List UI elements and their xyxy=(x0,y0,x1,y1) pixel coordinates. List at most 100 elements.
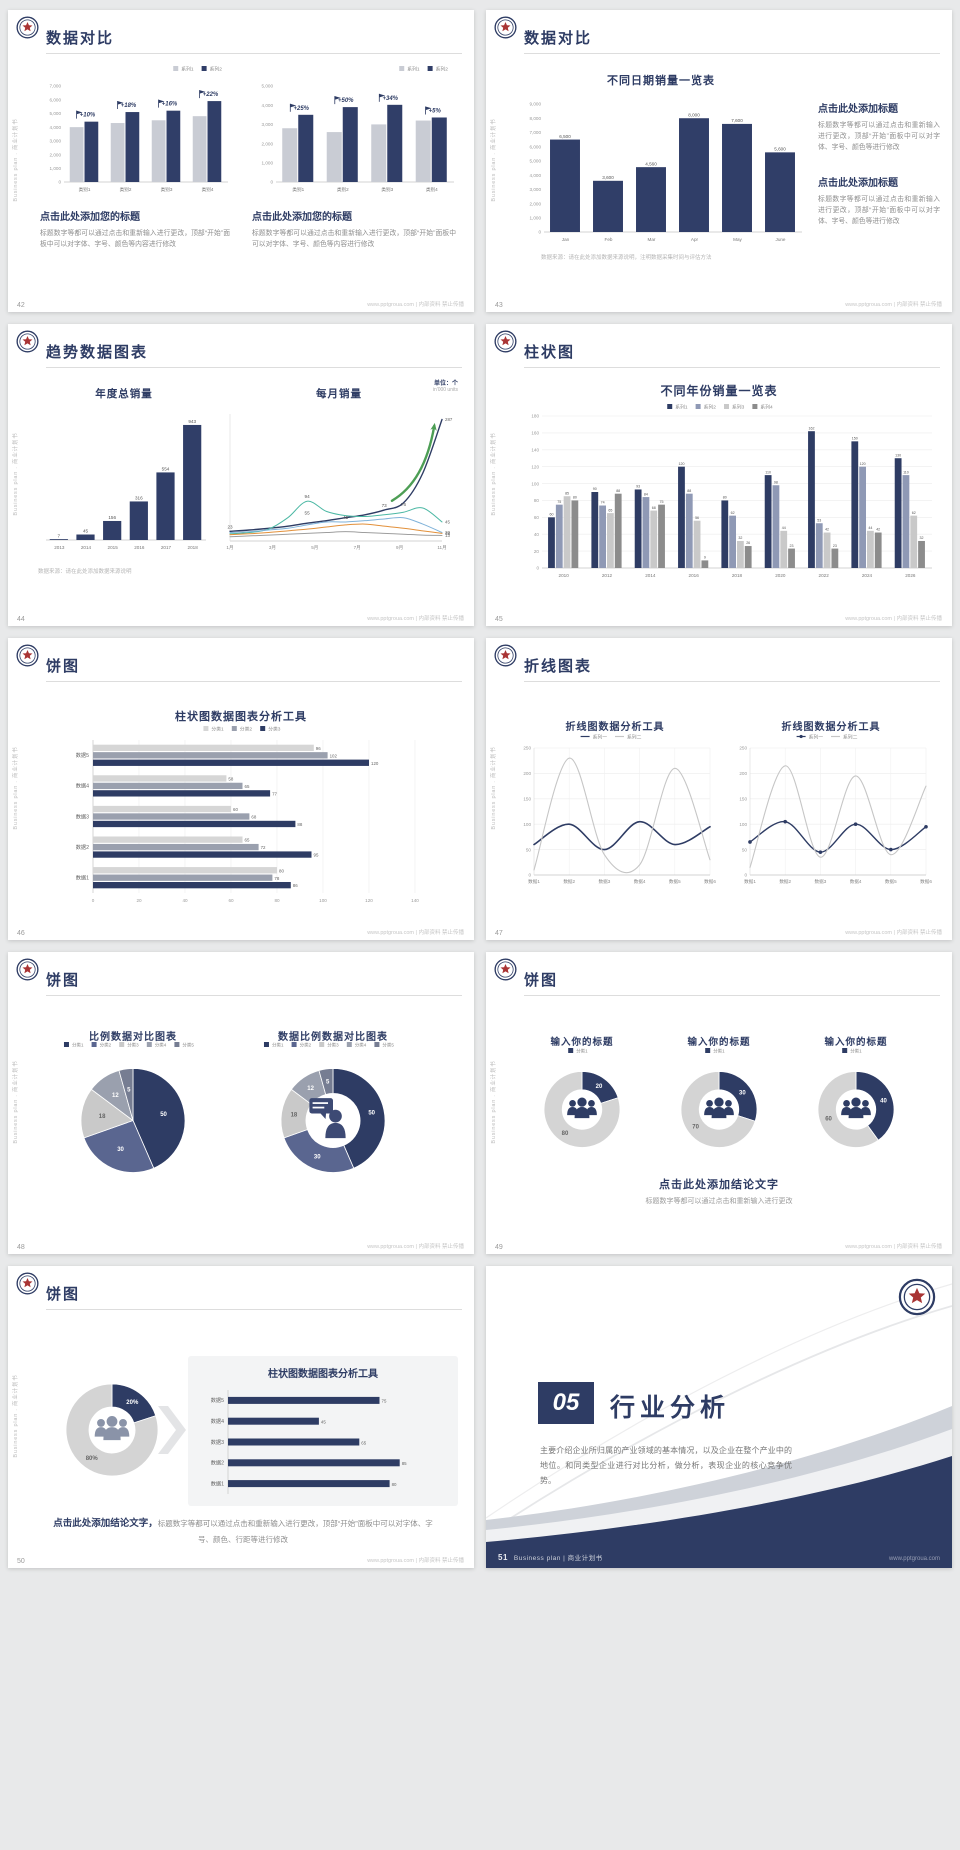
section-body: 主要介绍企业所归属的产业领域的基本情况，以及企业在整个产业中的地位。和同类型企业… xyxy=(540,1446,792,1485)
svg-text:6,000: 6,000 xyxy=(50,97,62,102)
svg-text:94: 94 xyxy=(305,494,311,499)
svg-text:77: 77 xyxy=(272,791,277,796)
title-divider xyxy=(524,681,940,682)
svg-text:45: 45 xyxy=(83,529,89,534)
svg-text:84: 84 xyxy=(644,492,648,496)
panel-title: 柱状图数据图表分析工具 xyxy=(268,1369,378,1380)
svg-text:53: 53 xyxy=(817,518,821,522)
slide-footer: www.pptgroua.com | 内部资料 禁止传播 xyxy=(845,302,942,308)
svg-text:2010: 2010 xyxy=(559,573,570,578)
page-title: 数据对比 xyxy=(524,30,593,47)
svg-text:50: 50 xyxy=(526,847,532,852)
slide-footer: www.pptgroua.com | 内部资料 禁止传播 xyxy=(845,616,942,622)
svg-text:80: 80 xyxy=(534,498,540,503)
analysis-panel: 柱状图数据图表分析工具 数据5 75 数据4 45 数据3 65 数据2 85 数据1 80 xyxy=(188,1356,458,1506)
conclusion-body: 标题数字等都可以通过点击和重新输入进行更改 xyxy=(645,1198,793,1205)
svg-text:11月: 11月 xyxy=(437,545,446,551)
title-divider xyxy=(46,367,462,368)
svg-text:类别2: 类别2 xyxy=(120,186,132,193)
data-source-note: 数据来源：请在此处添加数据来源说明 xyxy=(38,569,132,575)
svg-text:23: 23 xyxy=(833,544,837,548)
brand-logo xyxy=(494,16,517,39)
svg-text:June: June xyxy=(776,237,786,242)
svg-text:30: 30 xyxy=(314,1155,321,1161)
brand-logo xyxy=(898,1278,936,1316)
slide-footer-left: 51 Business plan | 商业计划书 xyxy=(498,1552,603,1562)
svg-text:2020: 2020 xyxy=(775,573,786,578)
svg-text:78: 78 xyxy=(274,876,279,881)
svg-text:类别1: 类别1 xyxy=(292,186,304,193)
svg-text:100: 100 xyxy=(739,822,747,827)
svg-text:分类1: 分类1 xyxy=(850,1048,862,1055)
slide-side-label: Business plan . 商业计划书 xyxy=(13,746,19,830)
svg-text:75: 75 xyxy=(382,1399,387,1404)
svg-text:2012: 2012 xyxy=(602,573,613,578)
slide-footer: www.pptgroua.com | 内部资料 禁止传播 xyxy=(845,930,942,936)
block-heading: 点击此处添加标题 xyxy=(818,178,898,189)
svg-text:+16%: +16% xyxy=(162,102,178,108)
line-chart-left: 系列一 系列二 0 50 100 150 200 250 数据1 数据2 数据3 数据4 数据5 数据6 xyxy=(514,734,716,886)
svg-text:140: 140 xyxy=(531,447,539,452)
svg-text:80: 80 xyxy=(274,898,280,903)
svg-text:62: 62 xyxy=(731,511,735,515)
svg-text:系列1: 系列1 xyxy=(181,66,194,73)
svg-text:70: 70 xyxy=(692,1124,699,1130)
svg-text:分类5: 分类5 xyxy=(182,1042,194,1049)
slide-side-label: Business plan . 商业计划书 xyxy=(491,746,497,830)
svg-text:150: 150 xyxy=(739,797,747,802)
svg-text:162: 162 xyxy=(808,426,814,430)
svg-text:系列2: 系列2 xyxy=(436,66,449,73)
svg-text:68: 68 xyxy=(652,506,656,510)
slide-side-label: Business plan . 商业计划书 xyxy=(13,118,19,202)
svg-text:102: 102 xyxy=(330,753,338,758)
conclusion-heading: 点击此处添加结论文字 xyxy=(659,1179,779,1191)
svg-text:数据3: 数据3 xyxy=(815,878,827,885)
svg-text:Feb: Feb xyxy=(605,237,613,242)
svg-text:分类2: 分类2 xyxy=(240,726,253,733)
svg-text:88: 88 xyxy=(616,489,620,493)
unit-note: 单位：个 in'000 units xyxy=(433,378,458,393)
svg-text:5,000: 5,000 xyxy=(262,84,274,89)
svg-text:150: 150 xyxy=(523,797,531,802)
slide-48: Business plan . 商业计划书 饼图 比例数据对比图表 分类1 分类2… xyxy=(8,952,474,1254)
svg-text:200: 200 xyxy=(523,771,531,776)
svg-text:75: 75 xyxy=(660,500,664,504)
svg-text:2015: 2015 xyxy=(108,545,119,550)
svg-text:分类1: 分类1 xyxy=(272,1042,284,1049)
svg-text:类别3: 类别3 xyxy=(381,186,393,193)
svg-text:分类2: 分类2 xyxy=(100,1042,112,1049)
svg-text:80: 80 xyxy=(573,496,577,500)
svg-text:5,000: 5,000 xyxy=(530,159,542,164)
svg-text:系列二: 系列二 xyxy=(627,734,642,741)
column-heading-2: 输入你的标题 xyxy=(687,1037,751,1048)
svg-text:30: 30 xyxy=(739,1091,746,1097)
section-number: 05 xyxy=(538,1382,594,1424)
svg-text:26: 26 xyxy=(746,541,750,545)
slide-footer-url: www.pptgroua.com xyxy=(888,1556,940,1562)
slide-42: Business plan . 商业计划书 数据对比 系列1 系列2 0 1,000 2… xyxy=(8,10,474,312)
chart-title-left: 折线图数据分析工具 xyxy=(565,722,665,733)
block-heading: 点击此处添加标题 xyxy=(818,104,898,115)
text-block-left: 点击此处添加您的标题 标题数字等都可以通过点击和重新输入进行更改，顶部“开始”面… xyxy=(40,208,230,250)
svg-text:4,000: 4,000 xyxy=(530,173,542,178)
svg-text:数据5: 数据5 xyxy=(76,751,89,759)
svg-text:类别4: 类别4 xyxy=(426,186,438,193)
svg-text:分类1: 分类1 xyxy=(576,1048,588,1055)
svg-text:20: 20 xyxy=(596,1084,603,1090)
svg-text:3,000: 3,000 xyxy=(262,122,274,127)
svg-text:数据2: 数据2 xyxy=(211,1459,224,1467)
column-heading-1: 输入你的标题 xyxy=(550,1037,614,1048)
svg-text:160: 160 xyxy=(531,431,539,436)
page-title: 饼图 xyxy=(524,972,559,989)
unit-sublabel: in'000 units xyxy=(432,387,458,393)
svg-text:4,000: 4,000 xyxy=(50,125,62,130)
svg-text:90: 90 xyxy=(593,487,597,491)
svg-text:Apr: Apr xyxy=(691,237,699,242)
svg-text:62: 62 xyxy=(912,511,916,515)
slide-51: 05 行业分析 主要介绍企业所归属的产业领域的基本情况，以及企业在整个产业中的地… xyxy=(486,1266,952,1568)
svg-text:98: 98 xyxy=(774,480,778,484)
conclusion-bold: 点击此处添加结论文字， xyxy=(53,1518,158,1529)
title-divider xyxy=(524,367,940,368)
chart-title-right: 每月销量 xyxy=(316,388,362,400)
page-title: 柱状图 xyxy=(524,344,576,361)
